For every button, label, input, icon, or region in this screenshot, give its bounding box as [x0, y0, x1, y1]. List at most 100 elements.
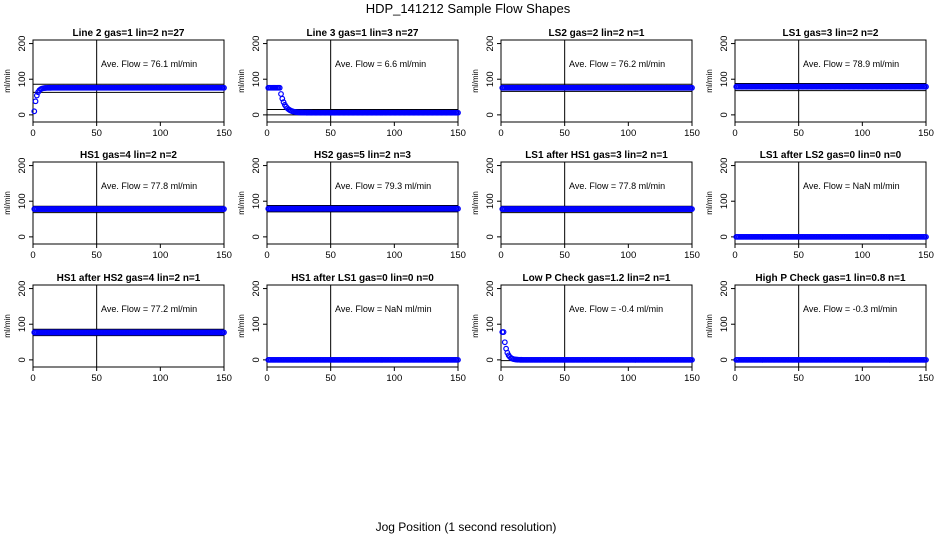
y-tick-label: 0 [251, 234, 262, 239]
x-tick-label: 0 [498, 128, 503, 139]
x-tick-label: 0 [732, 250, 737, 261]
average-flow-annotation: Ave. Flow = 76.2 ml/min [569, 59, 665, 69]
data-points [499, 206, 695, 212]
y-tick-label: 100 [719, 71, 730, 87]
y-tick-label: 0 [17, 112, 28, 117]
x-tick-label: 100 [620, 250, 636, 261]
x-tick-label: 0 [30, 128, 35, 139]
panel-title: HS1 gas=4 lin=2 n=2 [80, 150, 177, 161]
x-tick-label: 50 [325, 128, 336, 139]
panel-title: HS1 after HS2 gas=4 lin=2 n=1 [57, 273, 201, 284]
data-points [265, 356, 461, 363]
x-tick-label: 100 [620, 128, 636, 139]
panel-4: LS1 gas=3 lin=2 n=2 0 50 100 150 0 100 200 ml/mi… [705, 28, 934, 139]
data-point [923, 233, 929, 240]
y-axis-label: ml/min [237, 191, 246, 215]
x-tick-label: 100 [620, 373, 636, 384]
average-flow-annotation: Ave. Flow = 76.1 ml/min [101, 59, 197, 69]
panel-3: LS2 gas=2 lin=2 n=1 0 50 100 150 0 100 200 ml/mi… [471, 28, 700, 139]
y-tick-label: 0 [719, 357, 730, 362]
plot-frame [266, 284, 459, 368]
y-tick-label: 200 [17, 36, 28, 52]
plot-frame [500, 39, 693, 123]
x-tick-label: 50 [793, 250, 804, 261]
data-points [733, 356, 929, 363]
x-tick-label: 100 [152, 373, 168, 384]
x-tick-label: 150 [684, 128, 700, 139]
y-tick-label: 200 [17, 281, 28, 297]
x-tick-label: 150 [450, 250, 466, 261]
panel-title: Low P Check gas=1.2 lin=2 n=1 [523, 273, 671, 284]
y-tick-label: 100 [485, 71, 496, 87]
data-point [33, 92, 40, 99]
y-tick-label: 200 [251, 281, 262, 297]
data-point [689, 84, 695, 91]
x-tick-label: 150 [684, 373, 700, 384]
average-flow-annotation: Ave. Flow = 78.9 ml/min [803, 59, 899, 69]
data-point [276, 84, 283, 91]
data-points [265, 84, 461, 116]
y-tick-label: 200 [719, 158, 730, 174]
x-tick-label: 100 [386, 128, 402, 139]
x-tick-label: 50 [559, 250, 570, 261]
panel-title: LS1 after HS1 gas=3 lin=2 n=1 [525, 150, 668, 161]
data-point [278, 91, 284, 97]
y-tick-label: 200 [251, 158, 262, 174]
panel-1: Line 2 gas=1 lin=2 n=27 0 50 100 150 0 100 200 m… [3, 28, 232, 139]
x-tick-label: 100 [854, 128, 870, 139]
data-point [221, 84, 227, 91]
y-tick-label: 0 [485, 234, 496, 239]
data-point [221, 206, 227, 212]
data-points [31, 84, 227, 115]
y-axis-label: ml/min [3, 69, 12, 93]
y-tick-label: 100 [17, 193, 28, 209]
data-point [689, 356, 695, 363]
y-tick-label: 200 [485, 158, 496, 174]
data-point [279, 95, 286, 102]
y-tick-label: 200 [719, 281, 730, 297]
data-point [221, 329, 227, 336]
x-tick-label: 50 [793, 128, 804, 139]
y-tick-label: 100 [485, 193, 496, 209]
y-tick-label: 0 [17, 357, 28, 362]
x-tick-label: 100 [152, 128, 168, 139]
data-point [32, 98, 39, 105]
panel-title: Line 3 gas=1 lin=3 n=27 [306, 28, 418, 39]
x-axis-label: Jog Position (1 second resolution) [376, 520, 557, 534]
x-tick-label: 50 [559, 373, 570, 384]
y-axis-label: ml/min [3, 191, 12, 215]
panel-title: Line 2 gas=1 lin=2 n=27 [72, 28, 184, 39]
data-points [733, 83, 929, 90]
y-tick-label: 0 [719, 234, 730, 239]
y-axis-label: ml/min [3, 314, 12, 338]
panel-title: LS1 after LS2 gas=0 lin=0 n=0 [760, 150, 902, 161]
x-tick-label: 0 [498, 250, 503, 261]
x-tick-label: 0 [30, 373, 35, 384]
y-tick-label: 200 [17, 158, 28, 174]
panel-title: LS2 gas=2 lin=2 n=1 [549, 28, 645, 39]
panel-9: HS1 after HS2 gas=4 lin=2 n=1 0 50 100 150 0 1… [3, 273, 232, 384]
y-tick-label: 100 [17, 71, 28, 87]
y-axis-label: ml/min [705, 191, 714, 215]
plot-frame [500, 284, 693, 368]
average-flow-annotation: Ave. Flow = 77.8 ml/min [101, 181, 197, 191]
plot-frame [734, 284, 927, 368]
y-tick-label: 100 [719, 193, 730, 209]
panel-title: HS1 after LS1 gas=0 lin=0 n=0 [291, 273, 434, 284]
x-tick-label: 150 [918, 128, 934, 139]
x-tick-label: 150 [684, 250, 700, 261]
plot-frame [266, 161, 459, 245]
y-tick-label: 200 [251, 36, 262, 52]
data-points [499, 329, 695, 363]
y-tick-label: 200 [719, 36, 730, 52]
data-point [455, 109, 461, 116]
y-tick-label: 100 [485, 316, 496, 332]
y-tick-label: 100 [251, 316, 262, 332]
x-tick-label: 150 [450, 373, 466, 384]
average-flow-annotation: Ave. Flow = -0.3 ml/min [803, 304, 897, 314]
panel-10: HS1 after LS1 gas=0 lin=0 n=0 0 50 100 150 0 1… [237, 273, 466, 384]
y-tick-label: 0 [17, 234, 28, 239]
data-points [265, 205, 461, 212]
average-flow-annotation: Ave. Flow = NaN ml/min [803, 181, 900, 191]
